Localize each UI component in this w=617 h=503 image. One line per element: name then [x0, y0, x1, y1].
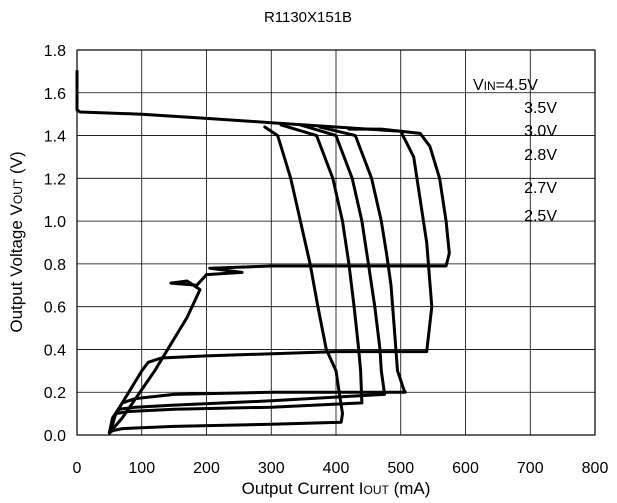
- y-tick-label: 1.8: [44, 43, 66, 60]
- chart-title: R1130X151B: [264, 9, 352, 26]
- x-tick-label: 700: [517, 460, 544, 477]
- y-axis-label: Output Voltage VOUT (V): [7, 151, 26, 332]
- legend-title: VIN=4.5V: [473, 77, 538, 94]
- curves: [75, 69, 451, 435]
- y-tick-label: 0.6: [44, 300, 66, 317]
- x-axis-label: Output Current IOUT (mA): [242, 479, 431, 498]
- series-line-2-5v: [107, 125, 344, 435]
- y-tick-label: 0.8: [44, 257, 66, 274]
- x-tick-label: 100: [128, 460, 155, 477]
- y-tick-labels: 0.0 0.2 0.4 0.6 0.8 1.0 1.2 1.4 1.6 1.8: [44, 43, 66, 445]
- legend-entry-3-5v: 3.5V: [524, 100, 557, 117]
- x-tick-label: 500: [387, 460, 414, 477]
- y-tick-label: 0.2: [44, 385, 66, 402]
- series-line-4-5v: [75, 69, 451, 435]
- legend-entry-2-7v: 2.7V: [524, 180, 557, 197]
- y-tick-label: 0.0: [44, 428, 66, 445]
- series-line-2-7v: [107, 123, 364, 435]
- legend-entry-2-5v: 2.5V: [524, 208, 557, 225]
- y-tick-label: 1.4: [44, 129, 66, 146]
- series-line-2-8v: [107, 123, 387, 435]
- x-tick-label: 0: [73, 460, 82, 477]
- series-line-3-0v: [107, 125, 407, 435]
- x-tick-label: 400: [323, 460, 350, 477]
- x-tick-label: 800: [582, 460, 609, 477]
- legend-entry-2-8v: 2.8V: [524, 147, 557, 164]
- x-tick-label: 600: [452, 460, 479, 477]
- x-tick-label: 300: [258, 460, 285, 477]
- x-tick-labels: 0 100 200 300 400 500 600 700 800: [73, 460, 609, 477]
- y-tick-label: 1.0: [44, 214, 66, 231]
- y-tick-label: 1.2: [44, 171, 66, 188]
- y-tick-label: 0.4: [44, 342, 66, 359]
- plot-frame: [76, 49, 596, 436]
- x-tick-label: 200: [193, 460, 220, 477]
- y-tick-label: 1.6: [44, 86, 66, 103]
- legend: VIN=4.5V 3.5V 3.0V 2.8V 2.7V 2.5V: [473, 77, 557, 225]
- legend-entry-3-0v: 3.0V: [524, 123, 557, 140]
